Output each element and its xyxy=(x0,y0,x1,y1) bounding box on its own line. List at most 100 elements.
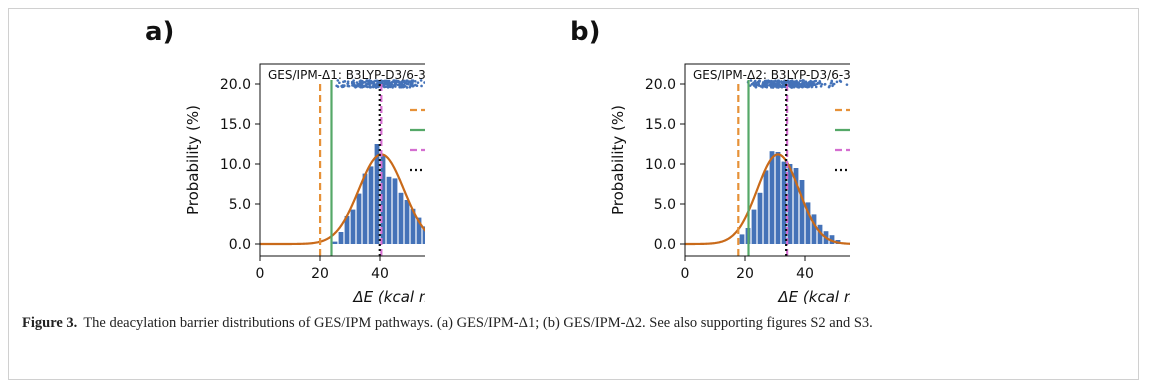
scatter-point xyxy=(354,85,358,88)
scatter-point xyxy=(369,79,373,83)
scatter-point xyxy=(813,83,817,86)
scatter-point xyxy=(416,81,420,84)
scatter-point xyxy=(805,85,809,89)
scatter-point xyxy=(336,79,340,82)
histogram-bar xyxy=(386,176,392,244)
scatter-point xyxy=(338,81,341,85)
scatter-point xyxy=(342,84,346,88)
scatter-point xyxy=(386,85,390,88)
scatter-point xyxy=(356,84,360,88)
scatter-point xyxy=(763,82,766,86)
scatter-point xyxy=(771,84,775,87)
scatter-point xyxy=(753,79,757,83)
scatter-point xyxy=(410,79,414,83)
histogram-bar xyxy=(739,234,745,244)
scatter-point xyxy=(407,80,410,84)
panel-label: b) xyxy=(570,17,601,47)
scatter-point xyxy=(832,82,836,86)
scatter-point xyxy=(342,80,345,84)
scatter-point xyxy=(363,80,367,84)
scatter-point xyxy=(352,79,355,82)
scatter-point xyxy=(831,84,834,88)
scatter-point xyxy=(818,80,822,83)
histogram-bar xyxy=(362,173,368,244)
fit-curve xyxy=(684,153,850,246)
y-tick-label: 20.0 xyxy=(645,77,676,93)
y-axis-label: Probability (%) xyxy=(184,105,202,215)
scatter-point xyxy=(399,82,402,86)
scatter-point xyxy=(358,80,362,83)
scatter-point xyxy=(771,80,775,84)
y-tick-label: 15.0 xyxy=(220,117,251,133)
scatter-point xyxy=(368,85,372,89)
y-tick-label: 5.0 xyxy=(654,197,676,213)
x-tick-label: 40 xyxy=(796,266,814,282)
scatter-point xyxy=(375,79,379,83)
x-axis-label: ΔE (kcal mol⁻¹) xyxy=(352,288,425,306)
scatter-point xyxy=(370,81,374,85)
scatter-point xyxy=(799,79,802,83)
chart-title: GES/IPM-Δ2: B3LYP-D3/6-31+G**/C36 xyxy=(693,68,850,82)
histogram-bar xyxy=(811,214,817,244)
histogram-bar xyxy=(410,208,416,244)
scatter-point xyxy=(765,81,769,85)
histogram-bar xyxy=(356,193,362,244)
scatter-point xyxy=(753,82,757,86)
histogram-bar xyxy=(805,202,811,244)
histogram-bar xyxy=(793,168,799,244)
caption-text: The deacylation barrier distributions of… xyxy=(83,315,873,331)
scatter-point xyxy=(763,79,767,83)
scatter-point xyxy=(352,81,356,85)
scatter-point xyxy=(397,80,401,84)
scatter-point xyxy=(403,82,407,85)
scatter-point xyxy=(404,84,407,88)
plot-frame xyxy=(684,63,850,257)
y-tick-label: 20.0 xyxy=(220,77,251,93)
scatter-point xyxy=(359,85,362,89)
scatter-point xyxy=(384,85,388,89)
histogram-bar xyxy=(751,209,757,244)
scatter-point xyxy=(389,85,393,88)
histogram-bar xyxy=(787,164,793,244)
scatter-point xyxy=(365,79,369,83)
scatter-point xyxy=(414,83,417,87)
histogram-bar xyxy=(829,235,835,244)
scatter-point xyxy=(777,86,780,89)
scatter-point xyxy=(761,81,765,84)
scatter-point xyxy=(835,80,839,84)
histogram-bar xyxy=(404,200,410,244)
histogram-bar xyxy=(769,151,775,244)
x-tick-label: 20 xyxy=(311,266,329,282)
scatter-point xyxy=(364,85,368,88)
scatter-point xyxy=(823,82,827,86)
scatter-point xyxy=(801,85,804,89)
scatter-point xyxy=(811,83,814,87)
histogram-bar xyxy=(338,232,344,244)
scatter-point xyxy=(802,82,806,86)
caption-label: Figure 3. xyxy=(22,315,78,331)
scatter-point xyxy=(754,85,757,88)
scatter-point xyxy=(420,84,423,88)
plot-frame xyxy=(259,63,425,257)
scatter-point xyxy=(384,82,388,86)
scatter-point xyxy=(386,80,389,84)
scatter-point xyxy=(814,85,818,89)
scatter-point xyxy=(399,85,403,89)
histogram-bar xyxy=(374,144,380,244)
scatter-point xyxy=(758,80,761,83)
scatter-point xyxy=(804,80,808,84)
histogram-bar xyxy=(416,217,422,244)
scatter-point xyxy=(761,83,764,86)
histogram-bar xyxy=(422,226,425,244)
y-tick-label: 10.0 xyxy=(645,157,676,173)
scatter-point xyxy=(336,85,340,88)
scatter-point xyxy=(346,82,349,85)
scatter-point xyxy=(408,85,412,89)
scatter-point xyxy=(346,84,350,88)
scatter-point xyxy=(359,81,363,85)
scatter-point xyxy=(793,83,796,87)
scatter-point xyxy=(777,83,781,86)
histogram-bar xyxy=(344,216,350,244)
scatter-point xyxy=(405,82,409,86)
scatter-point xyxy=(413,79,417,83)
